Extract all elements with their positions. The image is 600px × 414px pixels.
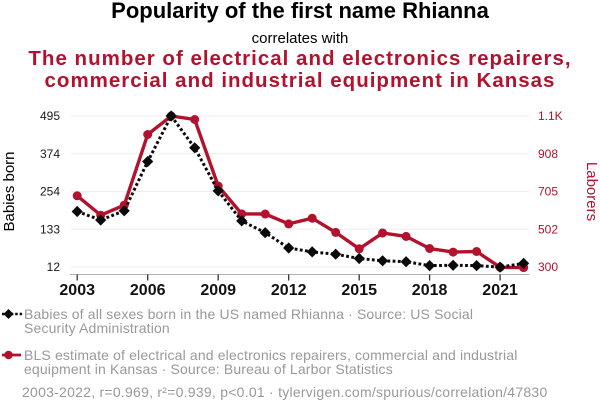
svg-text:502: 502: [538, 222, 558, 236]
svg-text:374: 374: [40, 147, 60, 161]
svg-text:495: 495: [40, 109, 60, 123]
svg-text:1.1K: 1.1K: [538, 109, 563, 123]
svg-text:254: 254: [40, 185, 60, 199]
svg-text:2006: 2006: [130, 282, 166, 299]
svg-text:Laborers: Laborers: [583, 162, 600, 221]
svg-text:2018: 2018: [412, 282, 448, 299]
svg-text:2012: 2012: [271, 282, 307, 299]
svg-text:2021: 2021: [482, 282, 518, 299]
svg-text:300: 300: [538, 260, 558, 274]
svg-text:908: 908: [538, 147, 558, 161]
svg-text:133: 133: [40, 222, 60, 236]
svg-text:705: 705: [538, 185, 558, 199]
svg-text:2003: 2003: [59, 282, 95, 299]
svg-text:Babies born: Babies born: [1, 151, 18, 231]
svg-text:2015: 2015: [341, 282, 377, 299]
svg-text:2009: 2009: [200, 282, 236, 299]
svg-text:12: 12: [47, 260, 61, 274]
